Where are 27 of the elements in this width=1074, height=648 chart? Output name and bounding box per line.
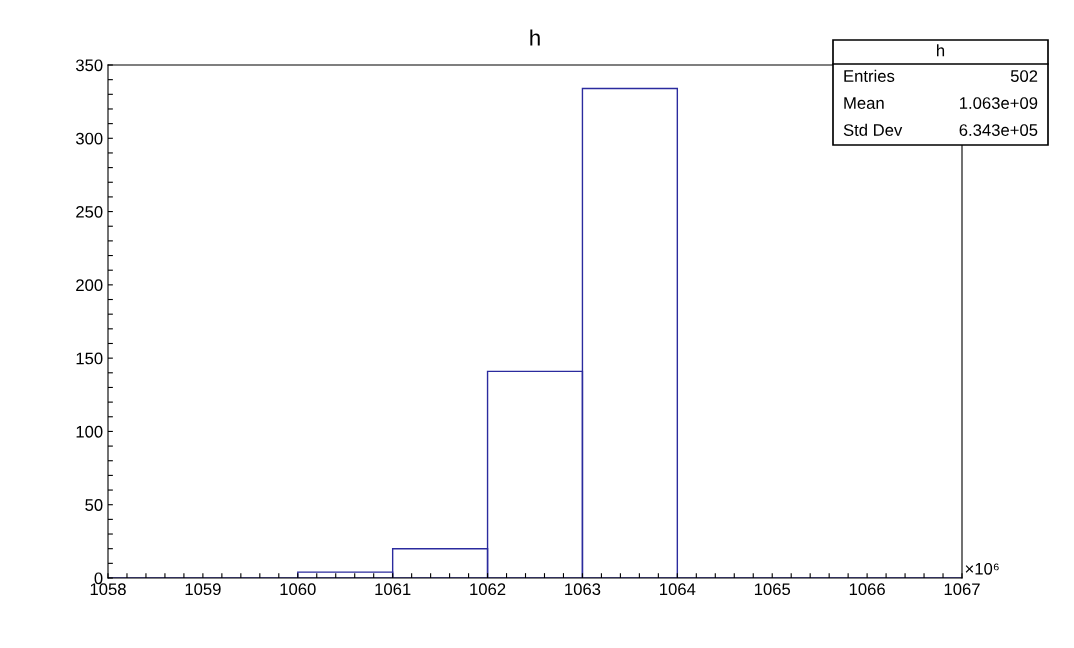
annotation: Entries bbox=[844, 69, 895, 82]
x-tick-label: 1058 bbox=[90, 583, 126, 596]
x-tick-label: 1061 bbox=[375, 583, 411, 596]
annotation: 6.343e+05 bbox=[959, 124, 1038, 136]
text: 502 bbox=[1010, 70, 1038, 82]
x-tick-label: 1062 bbox=[470, 583, 506, 596]
y-tick-label: 50 bbox=[85, 499, 103, 511]
x-tick-label: 1065 bbox=[754, 583, 791, 596]
annotation: Std Dev bbox=[843, 123, 903, 136]
x-tick-label: 1067 bbox=[944, 583, 980, 596]
y-tick-label: 300 bbox=[75, 132, 103, 145]
text: ×10⁶ bbox=[965, 562, 999, 575]
y-tick-label: 350 bbox=[75, 59, 103, 72]
x-tick-label: 1064 bbox=[660, 583, 696, 596]
x-tick-label: 1060 bbox=[280, 583, 316, 596]
chart-title: h bbox=[530, 29, 540, 46]
y-tick-label: 0 bbox=[94, 572, 103, 585]
annotation: 1.063e+09 bbox=[960, 97, 1038, 109]
y-tick-label: 200 bbox=[76, 279, 103, 292]
text: h bbox=[937, 44, 945, 57]
x-tick-label: 1066 bbox=[849, 583, 885, 596]
x-tick-label: 1059 bbox=[185, 583, 221, 596]
y-tick-label: 150 bbox=[76, 352, 103, 365]
y-tick-label: 100 bbox=[76, 425, 103, 438]
y-tick-label: 250 bbox=[76, 205, 103, 218]
annotation: Mean bbox=[844, 97, 884, 109]
x-tick-label: 1063 bbox=[565, 583, 601, 596]
